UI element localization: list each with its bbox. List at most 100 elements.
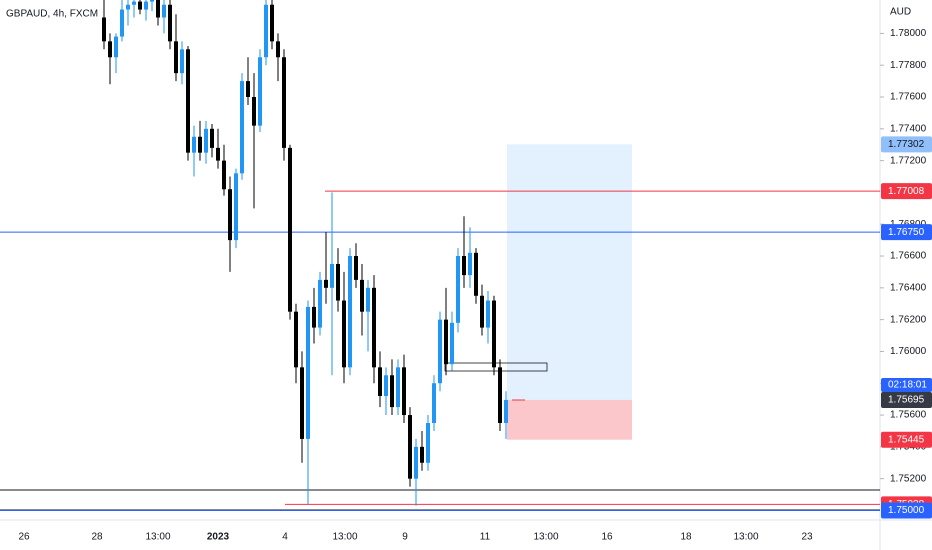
y-tick-label: 1.77600 [890, 92, 927, 103]
candle-body [198, 136, 202, 153]
candle-body [378, 367, 382, 396]
entry-label-bg [881, 391, 932, 408]
candle-body [318, 279, 322, 328]
candle-body [216, 147, 220, 161]
candle-body [306, 306, 310, 439]
candle-body [120, 9, 124, 37]
candle-body [438, 319, 442, 384]
candle-body [294, 311, 298, 368]
target-label-bg [881, 136, 932, 153]
x-tick-label: 9 [402, 532, 408, 543]
y-tick-label: 1.76000 [890, 346, 927, 357]
candle-body [180, 49, 184, 74]
y-tick-label: 1.75600 [890, 410, 927, 421]
y-tick-label: 1.77800 [890, 60, 927, 71]
candle-body [276, 41, 280, 58]
candle-body [246, 81, 250, 98]
candle-body [492, 300, 496, 368]
x-tick-label: 13:00 [145, 532, 170, 543]
x-tick-label: 26 [18, 532, 30, 543]
candle-body [426, 422, 430, 463]
level-label: 1.76750 [888, 227, 925, 238]
candle-body [252, 97, 256, 126]
entry-label: 1.75695 [888, 395, 925, 406]
candle-body [210, 128, 214, 148]
candle-body [168, 4, 172, 42]
candle-body [420, 446, 424, 463]
candle-body [324, 279, 328, 288]
candle-body [444, 319, 448, 365]
x-tick-label: 28 [91, 532, 103, 543]
candle-body [240, 81, 244, 174]
candle-body [474, 252, 478, 296]
candle-body [144, 1, 148, 10]
candle-body [204, 128, 208, 153]
candle-body [132, 1, 136, 5]
candle-body [468, 252, 472, 276]
y-tick-label: 1.76400 [890, 282, 927, 293]
candle-body [108, 41, 112, 58]
stop-zone [507, 399, 632, 440]
y-tick-label: 1.78000 [890, 28, 927, 39]
target-label: 1.77302 [888, 139, 925, 150]
x-tick-label: 23 [801, 532, 813, 543]
x-tick-label: 13:00 [733, 532, 758, 543]
level-label-bg [881, 224, 932, 241]
candle-body [342, 300, 346, 368]
candle-body [480, 295, 484, 328]
candle-body [504, 399, 508, 423]
y-tick-label: 1.76600 [890, 251, 927, 262]
candle-body [402, 367, 406, 416]
level-label: 1.77008 [888, 186, 925, 197]
candle-body [414, 446, 418, 479]
target-zone [507, 144, 632, 400]
candle-body [462, 256, 466, 276]
level-label-bg [881, 183, 932, 200]
x-tick-label: 13:00 [332, 532, 357, 543]
candle-body [174, 41, 178, 74]
candle-body [360, 279, 364, 312]
candle-body [114, 36, 118, 58]
level-label-bg [881, 502, 932, 519]
candle-body [366, 287, 370, 312]
candle-body [258, 57, 262, 126]
candle-body [300, 367, 304, 439]
x-tick-label: 4 [282, 532, 288, 543]
x-tick-label: 2023 [207, 532, 230, 543]
candle-body [330, 263, 334, 288]
candle-body [138, 1, 142, 10]
candle-body [234, 173, 238, 241]
candle-body [456, 256, 460, 323]
candle-body [408, 415, 412, 479]
candle-body [270, 4, 274, 42]
candle-body [498, 367, 502, 423]
candle-body [336, 263, 340, 301]
candle-body [192, 136, 196, 153]
candle-body [450, 322, 454, 365]
x-tick-label: 18 [680, 532, 692, 543]
candle-body [162, 4, 166, 18]
candle-body [312, 306, 316, 328]
candle-body [396, 367, 400, 408]
chart-title: GBPAUD, 4h, FXCM [6, 9, 98, 20]
y-tick-label: 1.77200 [890, 155, 927, 166]
candle-body [222, 160, 226, 190]
candle-body [150, 0, 154, 2]
candle-body [288, 147, 292, 312]
candle-body [486, 300, 490, 328]
y-tick-label: 1.76200 [890, 314, 927, 325]
candle-body [372, 287, 376, 368]
candle-body [348, 256, 352, 368]
countdown: 02:18:01 [888, 380, 927, 391]
stop-label-bg [881, 431, 932, 448]
currency: AUD [890, 7, 911, 18]
y-tick-label: 1.77400 [890, 123, 927, 134]
candle-body [186, 49, 190, 153]
candle-body [390, 375, 394, 408]
candle-body [102, 17, 106, 42]
x-tick-label: 16 [601, 532, 613, 543]
level-label: 1.75000 [888, 505, 925, 516]
candle-body [282, 57, 286, 148]
candle-body [126, 4, 130, 10]
